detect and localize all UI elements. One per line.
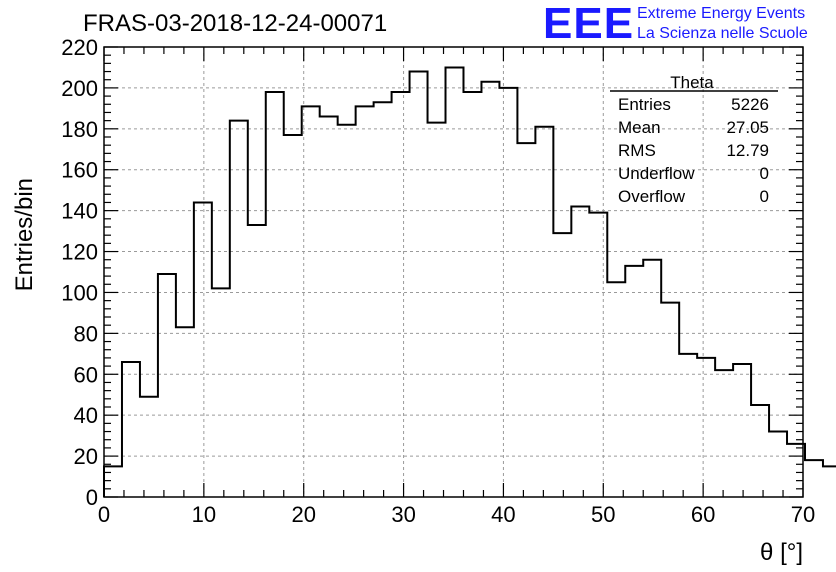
histogram-bin [661, 303, 679, 497]
stats-value: 5226 [731, 95, 769, 114]
x-tick-label: 60 [691, 502, 715, 527]
logo-line-1: Extreme Energy Events [637, 5, 806, 22]
histogram-bin [140, 397, 158, 497]
histogram-bin [374, 102, 392, 497]
histogram-bin [320, 117, 338, 497]
x-axis-label: θ [°] [760, 539, 803, 566]
histogram-bin [553, 233, 571, 497]
x-tick-label: 40 [491, 502, 515, 527]
histogram-bin [823, 466, 836, 497]
histogram-bin [302, 106, 320, 497]
y-tick-label: 200 [61, 76, 98, 101]
histogram-bin [697, 358, 715, 497]
histogram-bin [176, 327, 194, 497]
y-tick-label: 20 [74, 444, 98, 469]
x-tick-label: 20 [291, 502, 315, 527]
y-tick-label: 0 [86, 485, 98, 510]
histogram-bin [589, 213, 607, 497]
histogram-bin [769, 432, 787, 497]
histogram-outline [103, 66, 836, 497]
stats-value: 12.79 [726, 141, 769, 160]
stats-value: 27.05 [726, 118, 769, 137]
histogram-bin [284, 135, 302, 497]
x-tick-label: 50 [591, 502, 615, 527]
histogram-bin [230, 121, 248, 497]
histogram-bin [428, 123, 446, 497]
stats-label: Entries [618, 95, 671, 114]
x-tick-label: 10 [192, 502, 216, 527]
y-tick-label: 60 [74, 362, 98, 387]
y-tick-label: 40 [74, 403, 98, 428]
histogram-bin [499, 88, 517, 497]
histogram-bin [607, 282, 625, 497]
stats-label: Underflow [618, 164, 695, 183]
histogram-bin [158, 274, 176, 497]
histogram-bin [751, 405, 769, 497]
x-tick-label: 30 [391, 502, 415, 527]
histogram-bin [410, 72, 428, 497]
axis-ticks [103, 46, 804, 498]
histogram-bin [248, 225, 266, 497]
run-title: FRAS-03-2018-12-24-00071 [83, 10, 388, 37]
histogram-bin [535, 127, 553, 497]
histogram-bin [338, 125, 356, 497]
histogram-bin [571, 207, 589, 497]
histogram-bin [194, 202, 212, 497]
histogram-bin [679, 354, 697, 497]
histogram-bin [625, 266, 643, 497]
histogram-bin [481, 82, 499, 497]
histogram-bin [715, 370, 733, 497]
stats-box: Theta Entries 5226 Mean 27.05 RMS 12.79 Underf… [610, 73, 778, 206]
y-tick-label: 120 [61, 240, 98, 265]
stats-value: 0 [760, 164, 769, 183]
y-tick-label: 140 [61, 199, 98, 224]
stats-box-title: Theta [670, 73, 714, 92]
histogram-bin [212, 288, 230, 497]
histogram-bin [463, 92, 481, 497]
histogram-bin [517, 143, 535, 497]
y-tick-label: 80 [74, 321, 98, 346]
eee-logo: EEE [543, 0, 635, 48]
y-axis-label: Entries/bin [11, 178, 38, 291]
stats-rows: Entries 5226 Mean 27.05 RMS 12.79 Underflow 0 Ov… [618, 95, 769, 206]
stats-label: Mean [618, 118, 661, 137]
histogram-bin [104, 466, 122, 497]
logo-line-2: La Scienza nelle Scuole [637, 25, 808, 42]
tick-labels: 0 10 20 30 40 50 60 70 0 20 40 60 80 100 120 140 160 180 2… [61, 35, 815, 527]
histogram-bin [446, 67, 464, 497]
x-tick-label: 0 [98, 502, 110, 527]
histogram-bin [805, 460, 823, 497]
histogram-bin [266, 92, 284, 497]
stats-value: 0 [760, 187, 769, 206]
x-tick-label: 70 [791, 502, 815, 527]
histogram-bin [392, 92, 410, 497]
histogram-series [103, 66, 836, 497]
grid-lines [104, 47, 803, 497]
y-tick-label: 180 [61, 117, 98, 142]
plot-frame [103, 46, 804, 498]
y-tick-label: 100 [61, 280, 98, 305]
histogram-bin [643, 260, 661, 497]
histogram-bin [733, 364, 751, 497]
histogram-bin [356, 106, 374, 497]
stats-label: RMS [618, 141, 656, 160]
stats-label: Overflow [618, 187, 686, 206]
y-tick-label: 160 [61, 158, 98, 183]
histogram-bin [122, 362, 140, 497]
y-tick-label: 220 [61, 35, 98, 60]
